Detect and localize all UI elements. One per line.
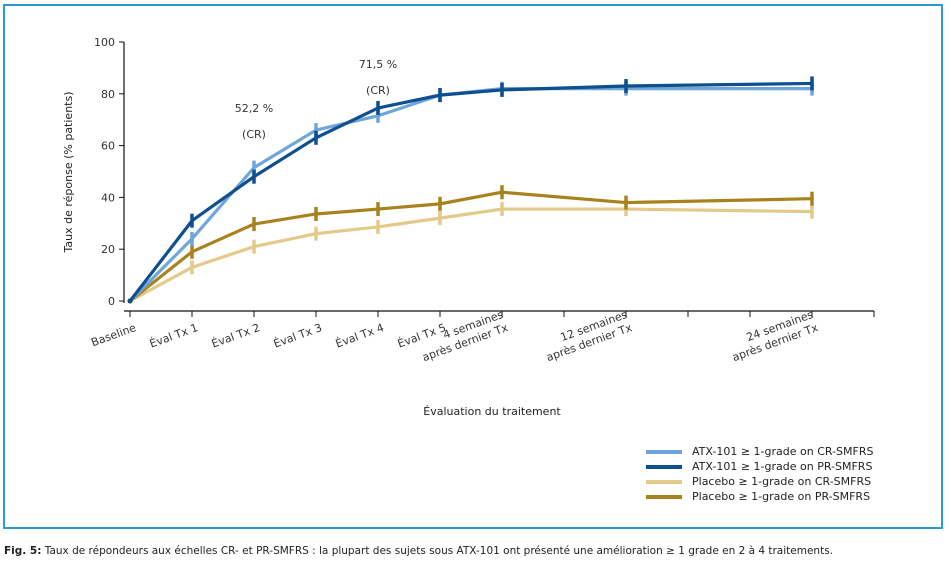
series-line [129,190,813,303]
x-tick-label: Éval Tx 2 [210,321,262,350]
x-tick-label: Éval Tx 4 [334,321,386,350]
caption-label: Fig. 5: [4,545,42,557]
x-tick-label-line: Éval Tx 1 [148,321,200,350]
legend-swatch [646,449,682,454]
y-tick-label: 60 [101,140,115,153]
series-line [129,207,813,303]
legend-item: Placebo ≥ 1-grade on CR-SMFRS [646,474,873,489]
legend-swatch [646,479,682,484]
x-tick-label-line: Éval Tx 4 [334,321,386,350]
legend-swatch [646,494,682,499]
annotation-label: (CR) [366,84,390,97]
y-tick-label: 80 [101,88,115,101]
x-tick-label-line: Baseline [89,321,137,349]
x-tick-label: Éval Tx 3 [272,321,324,350]
y-tick-label: 0 [108,295,115,308]
series-line [128,81,813,302]
line-chart: 0 20 40 60 80 100 Baseline Éval Tx 1 Éval Tx 2 Év… [62,36,875,418]
legend: ATX-101 ≥ 1-grade on CR-SMFRS ATX-101 ≥ 1… [646,444,873,504]
legend-item: ATX-101 ≥ 1-grade on PR-SMFRS [646,459,873,474]
y-axis-title: Taux de réponse (% patients) [62,92,75,254]
figure-frame [3,4,943,529]
x-tick-label-line: Éval Tx 3 [272,321,324,350]
caption-text: Taux de répondeurs aux échelles CR- et P… [41,545,834,557]
annotation-label: 71,5 % [359,58,397,71]
series-layer [127,76,814,304]
legend-item: ATX-101 ≥ 1-grade on CR-SMFRS [646,444,873,459]
annotation-label: 52,2 % [235,102,273,115]
legend-label: Placebo ≥ 1-grade on PR-SMFRS [692,490,871,503]
data-point [127,298,133,304]
x-axis-title: Évaluation du traitement [423,405,561,418]
y-tick-label: 40 [101,191,115,204]
y-tick-label: 100 [94,36,115,49]
legend-swatch [646,464,682,469]
figure-caption: Fig. 5: Taux de répondeurs aux échelles … [4,545,833,557]
series-line [128,87,812,303]
legend-label: ATX-101 ≥ 1-grade on CR-SMFRS [692,445,874,458]
x-tick-label-line: Éval Tx 2 [210,321,262,350]
legend-label: Placebo ≥ 1-grade on CR-SMFRS [692,475,872,488]
annotations: 52,2 % (CR) 71,5 % (CR) [235,58,397,141]
legend-item: Placebo ≥ 1-grade on PR-SMFRS [646,489,873,504]
legend-label: ATX-101 ≥ 1-grade on PR-SMFRS [692,460,873,473]
x-tick-label: Baseline [89,321,137,349]
annotation-label: (CR) [242,128,266,141]
y-tick-label: 20 [101,243,115,256]
x-tick-label: Éval Tx 1 [148,321,200,350]
